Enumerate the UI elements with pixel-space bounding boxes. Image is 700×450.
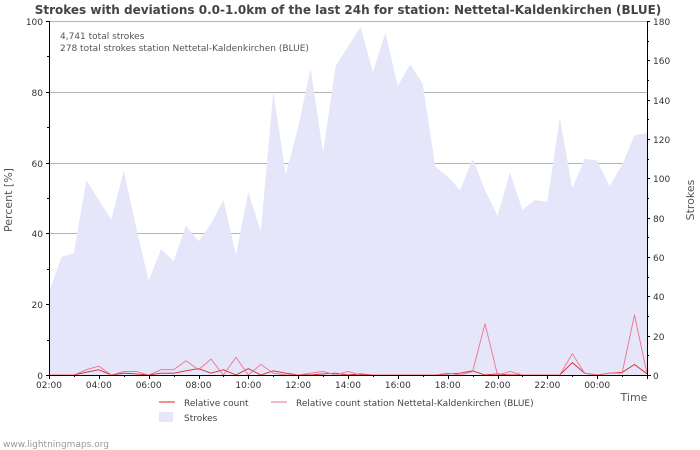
y-right-tick-label: 20 — [653, 333, 665, 343]
x-tick-label: 02:00 — [36, 381, 62, 391]
strokes-area-layer — [49, 26, 647, 376]
legend: Relative count Relative count station Ne… — [159, 399, 534, 424]
legend-label-strokes: Strokes — [184, 414, 218, 424]
y-left-tick-label: 80 — [32, 89, 44, 99]
annotation-total-strokes: 4,741 total strokes — [60, 32, 145, 42]
y-left-tick-label: 0 — [37, 372, 43, 382]
y-right-tick-label: 140 — [653, 97, 670, 107]
y-left-tick-label: 60 — [32, 160, 44, 170]
footer-site: www.lightningmaps.org — [3, 440, 109, 450]
x-axis-label: Time — [620, 391, 648, 404]
axes: 0 20 40 60 80 100 0 20 40 60 80 100 120 140 160 180 02:0… — [26, 18, 671, 391]
y-right-tick-label: 80 — [653, 215, 665, 225]
legend-label-relative-count: Relative count — [184, 399, 249, 409]
x-tick-label: 04:00 — [86, 381, 112, 391]
y-right-tick-label: 40 — [653, 293, 665, 303]
x-tick-label: 00:00 — [584, 381, 610, 391]
y-right-tick-label: 180 — [653, 18, 670, 28]
x-tick-label: 22:00 — [534, 381, 560, 391]
y-right-tick-label: 100 — [653, 175, 670, 185]
series-strokes-area — [49, 26, 647, 376]
y-right-tick-label: 60 — [653, 254, 665, 264]
legend-swatch-strokes — [159, 412, 173, 422]
x-tick-label: 08:00 — [186, 381, 212, 391]
y-right-label: Strokes — [684, 179, 697, 220]
y-left-label: Percent [%] — [2, 168, 15, 232]
x-tick-label: 18:00 — [435, 381, 461, 391]
x-tick-label: 12:00 — [285, 381, 311, 391]
x-tick-label: 06:00 — [136, 381, 162, 391]
chart-title: Strokes with deviations 0.0-1.0km of the… — [35, 3, 662, 17]
y-right-tick-label: 120 — [653, 136, 670, 146]
x-tick-label: 10:00 — [235, 381, 261, 391]
annotation-station-strokes: 278 total strokes station Nettetal-Kalde… — [60, 44, 309, 54]
y-right-tick-label: 0 — [653, 372, 659, 382]
y-left-tick-label: 40 — [32, 230, 44, 240]
x-tick-label: 14:00 — [335, 381, 361, 391]
legend-label-relative-count-station: Relative count station Nettetal-Kaldenki… — [296, 399, 534, 409]
y-left-tick-label: 20 — [32, 301, 44, 311]
y-left-tick-label: 100 — [26, 18, 43, 28]
x-tick-label: 16:00 — [385, 381, 411, 391]
x-tick-label: 20:00 — [485, 381, 511, 391]
y-right-tick-label: 160 — [653, 57, 670, 67]
